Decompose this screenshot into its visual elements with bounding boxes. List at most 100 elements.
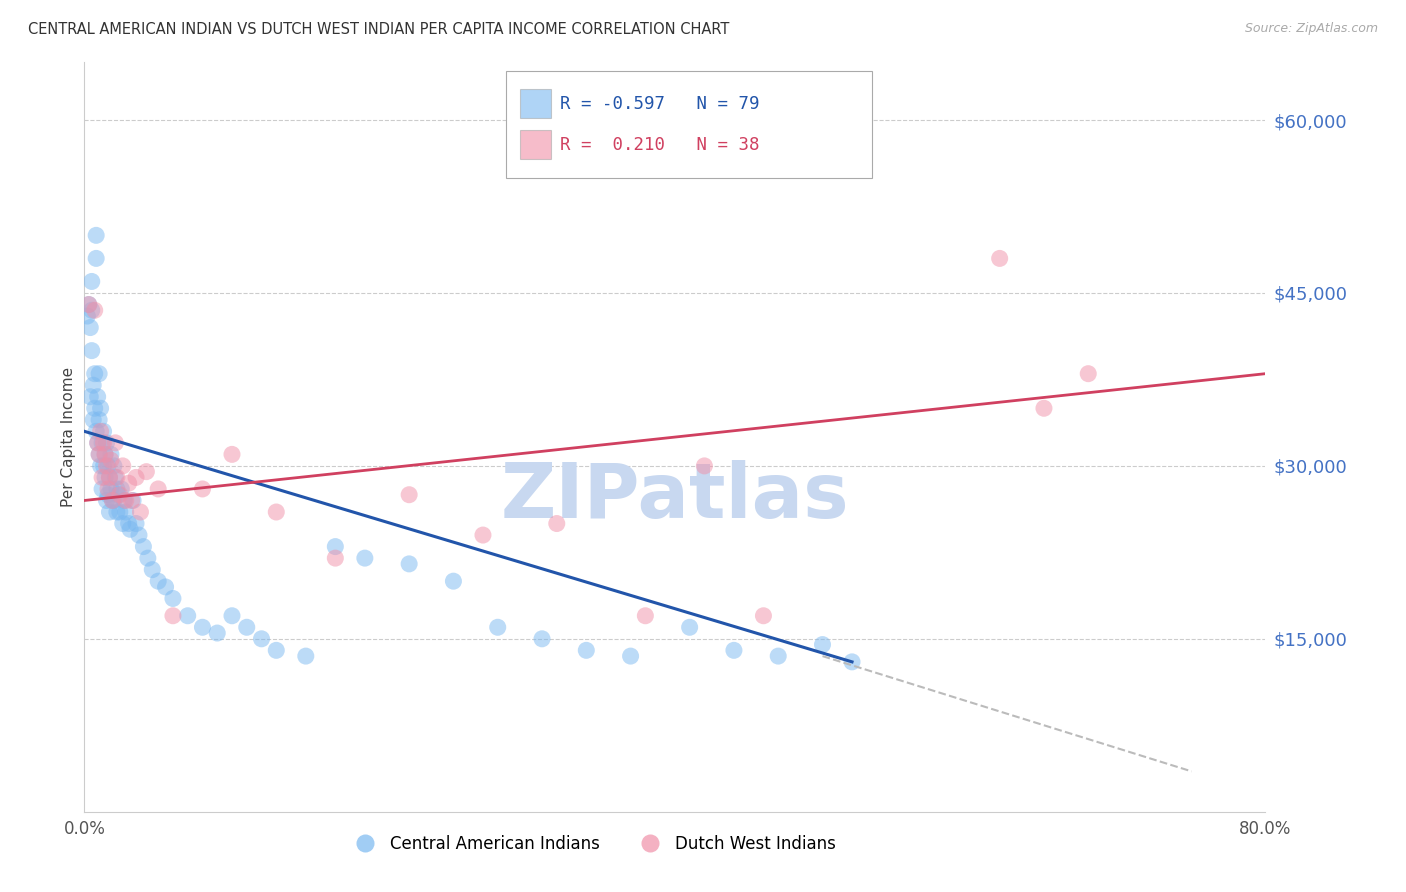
Point (191, 620, 214, 634)
Point (86, 390, 108, 404)
Point (76, 309, 98, 323)
Point (87, 447, 111, 461)
Point (91, 470, 114, 484)
Point (84, 228, 107, 243)
Point (83, 367, 105, 381)
Point (325, 551, 347, 566)
Point (693, 458, 716, 473)
Point (118, 516, 141, 531)
Point (93, 435, 115, 450)
Point (79, 390, 101, 404)
Point (118, 476, 141, 491)
Point (80, 275, 103, 289)
Point (114, 505, 136, 519)
Point (221, 608, 243, 623)
Point (148, 482, 170, 496)
Point (105, 470, 128, 484)
Point (98, 470, 121, 484)
Point (86, 435, 108, 450)
Point (191, 482, 214, 496)
Point (811, 638, 834, 652)
Point (94, 470, 117, 484)
Point (98, 505, 121, 519)
Point (295, 649, 318, 664)
Point (101, 493, 124, 508)
Point (162, 591, 184, 606)
Point (472, 528, 495, 542)
Text: R = -0.597   N = 79: R = -0.597 N = 79 (560, 95, 759, 113)
Text: Source: ZipAtlas.com: Source: ZipAtlas.com (1244, 22, 1378, 36)
Point (486, 620, 509, 634)
Legend: Central American Indians, Dutch West Indians: Central American Indians, Dutch West Ind… (342, 829, 842, 860)
Point (768, 649, 790, 664)
Point (105, 505, 128, 519)
Point (100, 447, 122, 461)
Point (325, 540, 347, 554)
Point (1033, 401, 1056, 416)
Point (98, 470, 121, 484)
Point (162, 608, 184, 623)
Point (250, 632, 273, 646)
Point (77, 297, 100, 311)
Point (141, 563, 163, 577)
Point (125, 516, 148, 531)
Point (84, 252, 107, 266)
Text: ZIPatlas: ZIPatlas (501, 460, 849, 534)
Point (105, 482, 128, 496)
Point (177, 608, 200, 623)
Point (87, 447, 111, 461)
Point (266, 643, 288, 657)
Point (104, 435, 127, 450)
Point (83, 401, 105, 416)
Point (103, 493, 125, 508)
Point (94, 447, 117, 461)
Point (111, 516, 134, 531)
Point (114, 493, 136, 508)
Point (83, 303, 105, 318)
Point (93, 458, 115, 473)
Point (111, 458, 134, 473)
Point (97, 458, 120, 473)
Point (96, 493, 118, 508)
Point (77, 297, 100, 311)
Point (221, 447, 243, 461)
Point (96, 458, 118, 473)
Point (129, 505, 152, 519)
Point (354, 551, 377, 566)
Point (103, 458, 125, 473)
Point (101, 493, 124, 508)
Point (398, 557, 420, 571)
Text: CENTRAL AMERICAN INDIAN VS DUTCH WEST INDIAN PER CAPITA INCOME CORRELATION CHART: CENTRAL AMERICAN INDIAN VS DUTCH WEST IN… (28, 22, 730, 37)
Point (87, 413, 111, 427)
Point (82, 413, 104, 427)
Point (107, 488, 129, 502)
Point (136, 551, 159, 566)
Point (125, 470, 148, 484)
Point (207, 626, 229, 640)
Point (398, 488, 420, 502)
Point (82, 378, 104, 392)
Point (90, 401, 112, 416)
Point (104, 470, 127, 484)
Point (96, 435, 118, 450)
Point (100, 453, 122, 467)
Point (90, 458, 112, 473)
Point (148, 574, 170, 589)
Point (1077, 367, 1099, 381)
Point (723, 643, 745, 657)
Point (531, 632, 554, 646)
Point (266, 505, 288, 519)
Point (752, 608, 775, 623)
Point (97, 482, 120, 496)
Point (108, 505, 131, 519)
Point (120, 522, 142, 536)
Point (86, 435, 108, 450)
Point (679, 620, 702, 634)
Point (575, 643, 598, 657)
Point (94, 447, 117, 461)
Point (79, 320, 101, 334)
Point (87, 367, 111, 381)
Y-axis label: Per Capita Income: Per Capita Income (60, 367, 76, 508)
Point (546, 516, 568, 531)
Point (110, 482, 132, 496)
